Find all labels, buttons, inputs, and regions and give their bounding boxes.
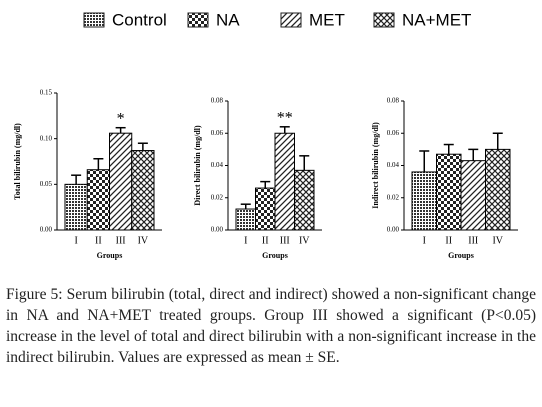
bar [411, 171, 437, 231]
x-tick-label: II [445, 235, 452, 246]
y-tick-label: 0.04 [387, 161, 400, 169]
figure: Control NA MET NA+MET 0.00 0.05 0.10 0.15 Total … [13, 10, 518, 260]
x-tick-label: IV [138, 235, 149, 246]
bar [235, 208, 256, 231]
x-tick-label: III [468, 235, 478, 246]
annotation: ** [277, 109, 293, 126]
bar [86, 169, 110, 231]
y-axis-label: Direct bilirubin (mg/dl) [193, 125, 202, 206]
x-axis-label: Groups [262, 251, 288, 260]
y-tick-label: 0.08 [211, 97, 224, 105]
legend-label: MET [309, 10, 345, 29]
y-axis-label: Indirect bilirubin (mg/dl) [371, 122, 380, 209]
bar [255, 187, 276, 231]
bar [485, 148, 511, 231]
x-tick-label: II [262, 235, 269, 246]
y-tick-label: 0.00 [40, 226, 53, 234]
bar [436, 153, 462, 231]
x-tick-label: III [116, 235, 126, 246]
x-tick-label: IV [492, 235, 503, 246]
y-tick-label: 0.10 [40, 134, 53, 142]
y-tick-label: 0.15 [40, 89, 53, 97]
bar [294, 169, 315, 231]
x-tick-label: I [423, 235, 426, 246]
bar [460, 160, 486, 231]
y-tick-label: 0.08 [387, 97, 400, 105]
x-tick-label: I [74, 235, 77, 246]
bar [131, 150, 155, 231]
bar [274, 132, 295, 231]
bar [64, 183, 88, 231]
legend-swatch [280, 12, 302, 28]
legend-swatch [83, 12, 105, 28]
y-tick-label: 0.02 [211, 193, 224, 201]
x-tick-label: II [95, 235, 102, 246]
y-tick-label: 0.00 [387, 226, 400, 234]
y-tick-label: 0.00 [211, 226, 224, 234]
annotation: * [117, 110, 125, 127]
legend-label: Control [112, 10, 167, 29]
y-tick-label: 0.06 [211, 129, 224, 137]
y-axis-label: Total bilirubin (mg/dl) [13, 123, 22, 200]
legend-swatch [187, 12, 209, 28]
x-axis-label: Groups [448, 251, 474, 260]
caption: Figure 5: Serum bilirubin (total, direct… [6, 286, 536, 366]
x-tick-label: III [280, 235, 290, 246]
x-tick-label: IV [299, 235, 310, 246]
y-tick-label: 0.05 [40, 180, 53, 188]
bar [109, 132, 133, 231]
y-tick-label: 0.06 [387, 129, 400, 137]
x-axis-label: Groups [97, 251, 123, 260]
y-tick-label: 0.02 [387, 193, 400, 201]
x-tick-label: I [244, 235, 247, 246]
legend-label: NA+MET [402, 10, 471, 29]
y-tick-label: 0.04 [211, 161, 224, 169]
legend-swatch [373, 12, 395, 28]
legend-label: NA [216, 10, 240, 29]
